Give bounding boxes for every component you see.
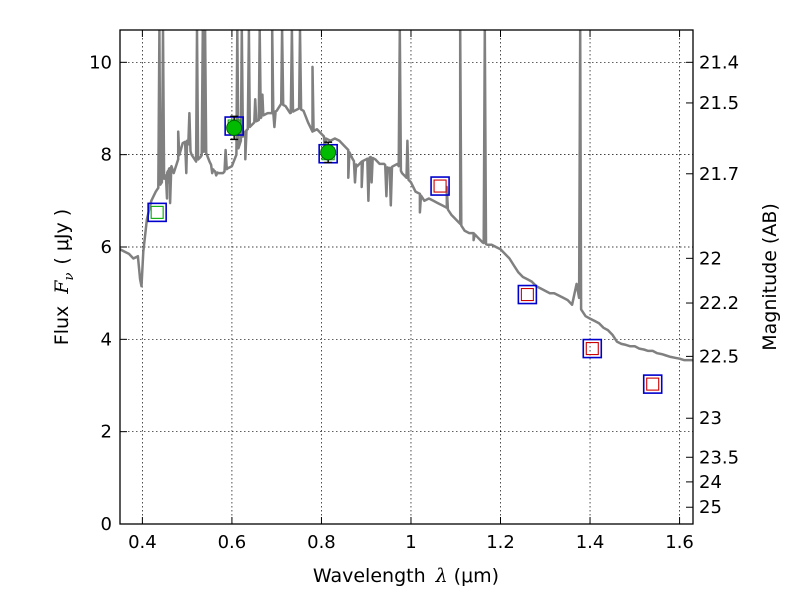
y-tick-label: 10 [89,52,112,73]
x-axis-label-unit: (μm) [454,565,499,587]
model-photometry-point [582,338,603,359]
model-box-inner [520,287,534,302]
x-tick-label: 1 [405,532,416,553]
y-axis-label-symbol: F [51,280,73,295]
x-tick-label: 1.6 [665,532,694,553]
y2-tick-label: 24 [699,472,722,493]
model-box-outer [642,374,663,394]
y2-tick-label: 21.7 [699,164,739,185]
observed-photometry-point [320,141,337,164]
points-layer [147,115,663,394]
y-axis-label: Flux Fν ( μJy ) [51,209,77,345]
observed-marker [320,144,337,161]
y-tick-label: 4 [101,329,112,350]
model-box-outer [582,338,603,359]
x-axis-label-symbol: λ [435,565,448,587]
sed-layer [120,30,693,362]
model-box-outer [147,202,167,223]
model-box-inner [585,342,599,356]
x-axis-label: Wavelength λ (μm) [313,565,499,587]
y-tick-label: 8 [101,145,112,166]
y-tick-label: 2 [101,422,112,443]
observed-marker [226,119,243,136]
observed-photometry-point [226,115,243,141]
model-box-outer [430,176,450,196]
model-photometry-point [642,374,663,394]
model-photometry-point [430,176,450,196]
x-tick-label: 1.4 [576,532,605,553]
x-tick-label: 1.2 [486,532,515,553]
y2-tick-label: 21.5 [699,93,739,114]
y2-tick-label: 21.4 [699,52,739,73]
model-box-inner [433,179,447,193]
y-axis-label-symbol-sub: ν [62,273,77,281]
x-tick-label: 0.6 [218,532,247,553]
y2-axis-label: Magnitude (AB) [759,203,781,351]
y-axis-label-text: Flux [51,306,73,346]
x-tick-label: 0.8 [307,532,336,553]
model-photometry-point [147,202,167,223]
model-photometry-point [517,284,538,305]
model-box-inner [150,205,164,219]
y2-tick-label: 23 [699,408,722,429]
plot-frame [119,29,694,525]
y2-tick-label: 22.2 [699,293,739,314]
y2-tick-label: 22 [699,248,722,269]
y2-tick-label: 25 [699,497,722,518]
model-box-outer [517,284,538,305]
sed-model-line [120,30,693,362]
y2-tick-label: 22.5 [699,346,739,367]
y-tick-label: 6 [101,237,112,258]
y-tick-label: 0 [101,514,112,535]
x-tick-label: 0.4 [128,532,157,553]
model-box-inner [646,377,660,391]
y2-tick-label: 23.5 [699,447,739,468]
x-axis-label-text: Wavelength [313,565,426,587]
y-axis-label-unit: ( μJy ) [51,209,73,265]
